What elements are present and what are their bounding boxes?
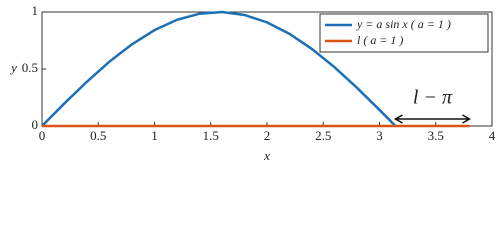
series-line (41, 10, 397, 127)
y-tick-label: 0.5 (22, 60, 38, 75)
x-tick-label: 0 (39, 128, 46, 143)
x-tick-label: 2 (264, 128, 271, 143)
chart: x y 0 0.5 1 1.5 2 2.5 3 3.5 4 0 0.5 1 l − π y = a sin… (9, 3, 496, 163)
x-tick-label: 4 (489, 128, 496, 143)
x-tick-label: 2.5 (315, 128, 331, 143)
legend-label: y = a sin x ( a = 1 ) (356, 17, 451, 31)
annotation-arrow (393, 114, 472, 124)
y-axis-label: y (9, 60, 17, 75)
legend-label: l ( a = 1 ) (357, 33, 403, 47)
x-tick-label: 1.5 (203, 128, 219, 143)
annotation-text: l − π (413, 87, 453, 109)
x-axis-label: x (263, 148, 270, 163)
y-tick-label: 1 (32, 3, 39, 18)
x-tick-label: 3.5 (428, 128, 444, 143)
x-tick-label: 1 (151, 128, 158, 143)
x-tick-label: 3 (376, 128, 383, 143)
x-tick-label: 0.5 (90, 128, 106, 143)
y-tick-label: 0 (32, 117, 39, 132)
legend-box (319, 13, 489, 53)
